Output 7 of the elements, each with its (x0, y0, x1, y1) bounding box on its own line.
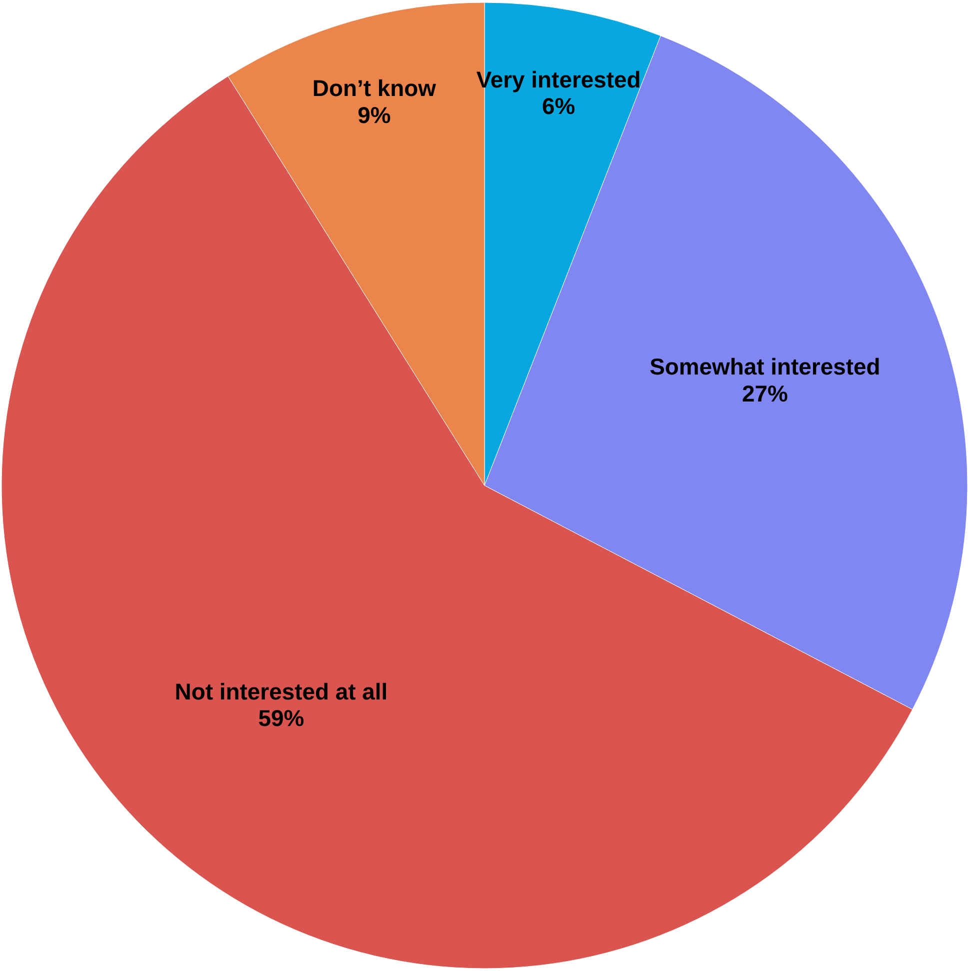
slice-label: Not interested at all (174, 678, 388, 704)
data-label: 27% (742, 380, 788, 407)
slice-label: Somewhat interested (650, 354, 880, 380)
data-label: 59% (258, 705, 304, 732)
data-label: 6% (542, 93, 576, 120)
slice-label: Don’t know (312, 74, 436, 101)
data-label: 9% (358, 102, 391, 128)
